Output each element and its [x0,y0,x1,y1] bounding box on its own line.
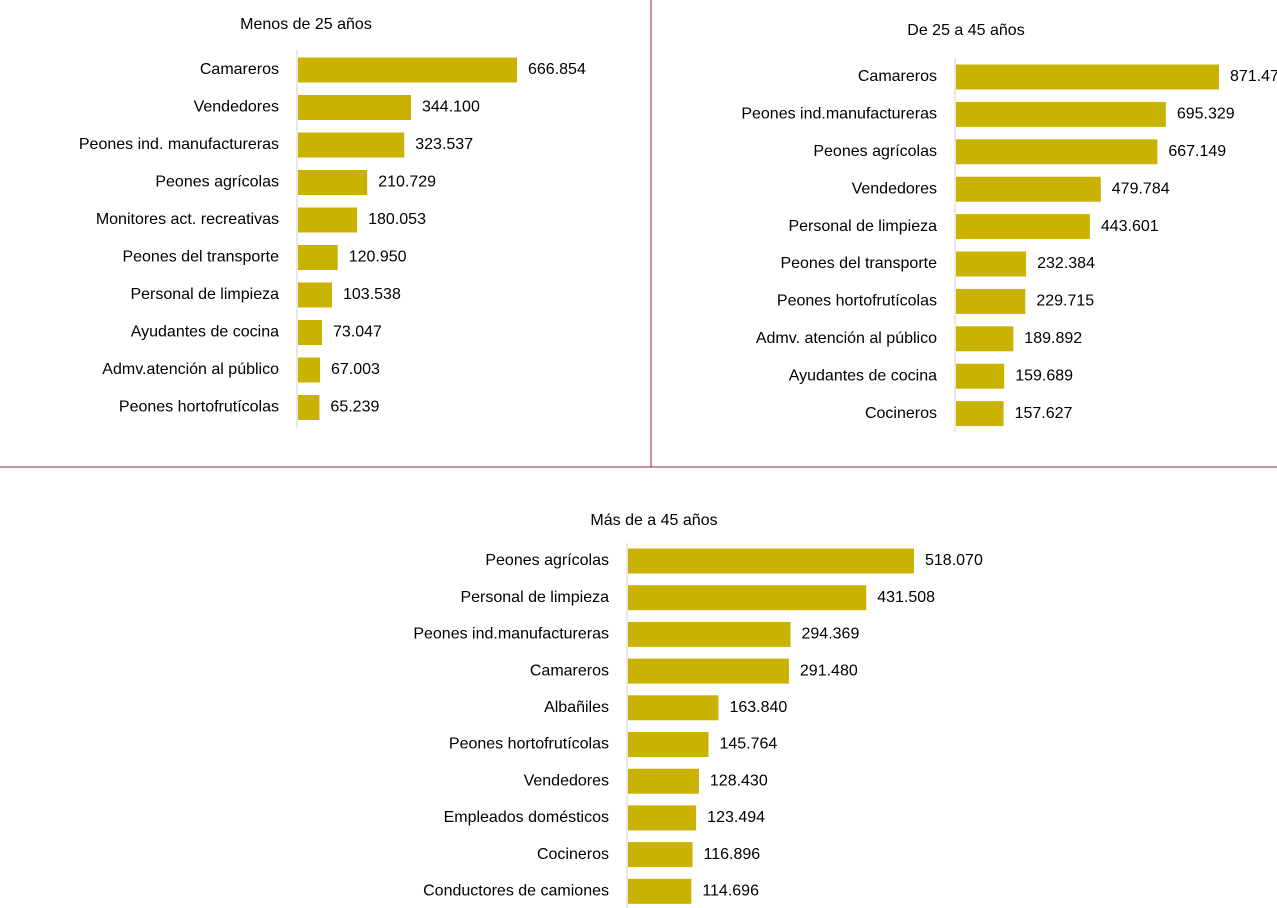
value-label: 291.480 [800,662,858,679]
bar [956,214,1090,240]
value-label: 145.764 [719,736,777,753]
category-label: Conductores de camiones [423,883,609,900]
bar [628,658,789,684]
value-label: 210.729 [378,174,436,191]
value-label: 344.100 [422,99,480,116]
category-label: Peones hortofrutícolas [449,736,609,753]
category-label: Camareros [858,68,937,85]
value-label: 120.950 [349,249,407,266]
value-label: 116.896 [704,846,761,863]
value-label: 229.715 [1036,293,1094,310]
bar [628,732,709,757]
bar [298,395,320,420]
value-label: 128.430 [710,772,768,789]
category-label: Admv.atención al público [102,361,279,378]
category-label: Peones ind.manufactureras [741,106,937,123]
category-label: Peones ind.manufactureras [413,626,609,643]
category-label: Peones ind. manufactureras [79,136,279,153]
bar [956,139,1158,165]
category-label: Personal de limpieza [130,286,279,303]
bar [956,64,1219,90]
chart-title: Más de a 45 años [590,512,717,529]
category-label: Peones hortofrutícolas [777,293,937,310]
bar [298,282,333,308]
category-label: Admv. atención al público [756,330,937,347]
bar [628,768,699,794]
bar [298,357,321,383]
bar [298,132,405,158]
value-label: 232.384 [1037,255,1095,272]
category-label: Empleados domésticos [444,809,609,826]
category-label: Personal de limpieza [460,589,609,606]
value-label: 159.689 [1015,367,1073,384]
category-label: Cocineros [537,846,609,863]
category-label: Peones hortofrutícolas [119,399,279,416]
bar [298,320,322,345]
value-label: 157.627 [1015,405,1073,422]
value-label: 114.696 [702,883,759,900]
bar [628,548,914,574]
value-label: 67.003 [331,361,380,378]
category-label: Vendedores [194,99,279,116]
bar [956,288,1026,314]
bar [298,57,517,83]
bar [956,251,1027,277]
category-label: Peones del transporte [122,249,279,266]
category-label: Ayudantes de cocina [131,324,279,341]
bar [628,695,719,721]
category-label: Ayudantes de cocina [789,367,937,384]
category-label: Monitores act. recreativas [96,211,279,228]
value-label: 294.369 [802,626,860,643]
value-label: 189.892 [1024,330,1082,347]
value-label: 431.508 [877,589,935,606]
bar [298,207,358,233]
value-label: 65.239 [330,399,379,416]
value-label: 479.784 [1112,180,1170,197]
value-label: 667.149 [1168,143,1226,160]
value-label: 103.538 [343,286,401,303]
category-label: Camareros [200,61,279,78]
category-label: Peones agrícolas [813,143,937,160]
bar [956,363,1005,389]
value-label: 123.494 [707,809,765,826]
value-label: 695.329 [1177,106,1235,123]
chart-title: Menos de 25 años [240,16,372,33]
category-label: Vendedores [524,772,609,789]
category-label: Personal de limpieza [788,218,937,235]
value-label: 518.070 [925,552,983,569]
chart-title: De 25 a 45 años [907,22,1024,39]
category-label: Peones del transporte [780,255,937,272]
category-label: Peones agrícolas [485,552,609,569]
category-label: Camareros [530,662,609,679]
bar [956,326,1014,352]
bar [956,101,1166,127]
bar [298,245,338,270]
bar [298,95,412,120]
value-label: 73.047 [333,324,382,341]
value-label: 666.854 [528,61,586,78]
bar [628,621,791,647]
value-label: 180.053 [368,211,426,228]
bar [956,176,1101,202]
bar [628,585,867,611]
value-label: 871.478 [1230,68,1277,85]
category-label: Cocineros [865,405,937,422]
bar [628,878,692,904]
value-label: 323.537 [415,136,473,153]
value-label: 443.601 [1101,218,1159,235]
category-label: Vendedores [852,180,937,197]
category-label: Peones agrícolas [155,174,279,191]
bar [298,170,368,195]
category-label: Albañiles [544,699,609,716]
bar [956,401,1004,427]
bar [628,842,693,868]
value-label: 163.840 [729,699,787,716]
bar [628,805,697,831]
